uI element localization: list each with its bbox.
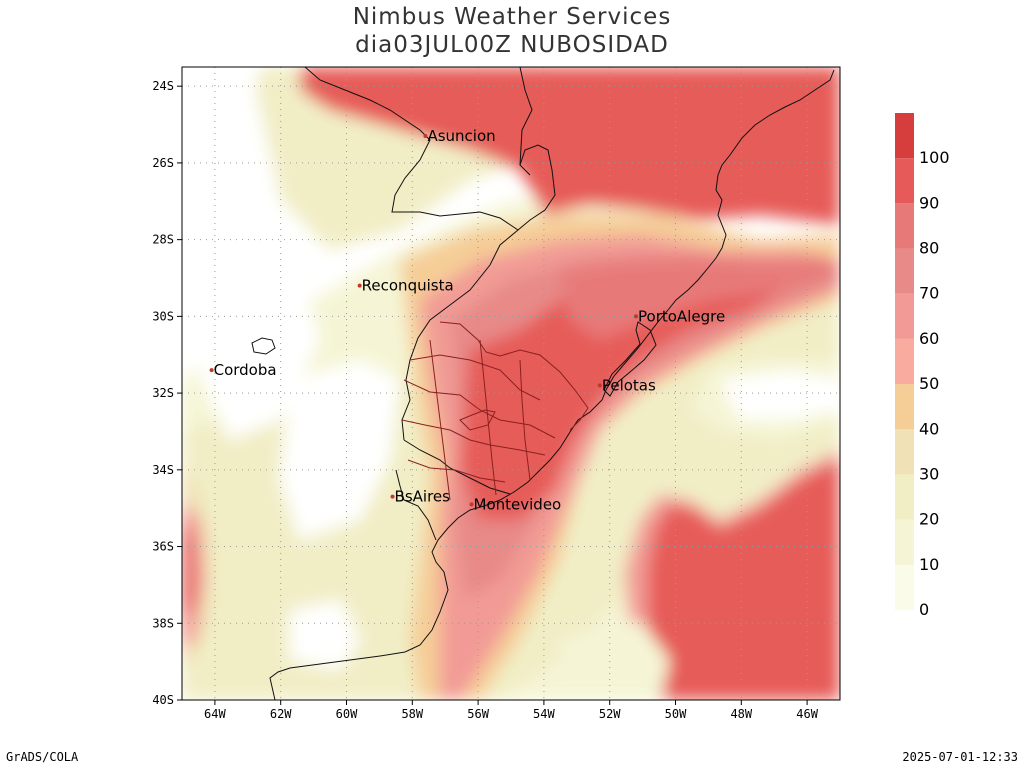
colorbar-swatch — [895, 248, 914, 294]
uruguay-border — [439, 321, 589, 431]
state-border-7 — [519, 359, 531, 481]
city-label: Pelotas — [602, 376, 656, 394]
colorbar-label: 100 — [919, 148, 950, 167]
y-tick-label: 28S — [152, 233, 174, 247]
x-tick-label: 46W — [796, 707, 818, 721]
city-markers: Asuncion Reconquista Cordoba PortoAlegre Pel… — [209, 127, 725, 513]
colorbar-swatch — [895, 338, 914, 385]
colorbar-label: 70 — [919, 284, 939, 303]
state-border-2 — [403, 379, 556, 439]
colorbar-label: 20 — [919, 510, 939, 529]
colorbar-label: 0 — [919, 600, 929, 619]
x-tick-label: 60W — [336, 707, 358, 721]
city-dot — [597, 383, 602, 388]
colorbar-swatch — [895, 474, 914, 520]
rio-de-la-plata-south — [395, 469, 437, 541]
colorbar-swatch — [895, 113, 914, 159]
colorbar-label: 90 — [919, 193, 939, 212]
y-tick-label: 34S — [152, 463, 174, 477]
cloud-cover-field — [182, 67, 840, 700]
plot-frame — [181, 66, 841, 701]
colorbar-swatch — [895, 519, 914, 565]
city-dot — [634, 314, 639, 319]
state-border-6 — [479, 339, 497, 496]
x-tick-label: 52W — [599, 707, 621, 721]
y-tick-label: 40S — [152, 693, 174, 707]
internal-borders — [401, 321, 589, 501]
city-dot — [357, 283, 362, 288]
y-tick-label: 24S — [152, 79, 174, 93]
x-tick-label: 48W — [730, 707, 752, 721]
x-tick-label: 54W — [533, 707, 555, 721]
coastlines-and-borders — [251, 67, 835, 700]
colorbar-label: 80 — [919, 239, 939, 258]
colorbar-swatch — [895, 384, 914, 430]
city-label: Montevideo — [474, 495, 562, 513]
colorbar-swatch — [895, 429, 914, 475]
state-border-3 — [401, 419, 546, 456]
colorbar-swatch — [895, 203, 914, 249]
y-tick-label: 36S — [152, 540, 174, 554]
map-title-line1: Nimbus Weather Services — [352, 4, 672, 30]
x-tick-label: 58W — [401, 707, 423, 721]
city-label: BsAires — [395, 488, 451, 506]
argentina-brazil-border — [401, 229, 519, 441]
city-label: PortoAlegre — [638, 307, 725, 325]
y-tick-label: 38S — [152, 616, 174, 630]
city-label: Asuncion — [427, 127, 495, 145]
state-border-1 — [409, 354, 541, 401]
map-title-line2: dia03JUL00Z NUBOSIDAD — [355, 32, 669, 58]
paraguay-north-border — [519, 67, 533, 166]
x-tick-label: 56W — [467, 707, 489, 721]
y-tick-label: 30S — [152, 309, 174, 323]
atlantic-coastline — [269, 69, 835, 700]
city-dot — [469, 502, 474, 507]
state-border-4 — [407, 459, 506, 483]
city-dot — [209, 368, 214, 373]
y-tick-label: 26S — [152, 156, 174, 170]
colorbar-legend: 0 10 20 30 40 50 60 70 80 90 100 — [895, 113, 950, 619]
city-label: Reconquista — [362, 277, 454, 295]
city-dot — [423, 134, 428, 139]
lagoa-dos-patos — [603, 321, 657, 397]
colorbar-swatch — [895, 293, 914, 339]
colorbar-label: 40 — [919, 419, 939, 438]
x-tick-label: 64W — [204, 707, 226, 721]
y-tick-label: 32S — [152, 386, 174, 400]
software-credit: GrADS/COLA — [6, 750, 79, 764]
state-border-5 — [429, 339, 451, 501]
city-dot — [390, 494, 395, 499]
colorbar-label: 10 — [919, 555, 939, 574]
colorbar-label: 60 — [919, 329, 939, 348]
colorbar-label: 50 — [919, 374, 939, 393]
paraguay-border — [304, 67, 556, 231]
city-label: Cordoba — [214, 361, 277, 379]
colorbar-swatch — [895, 564, 914, 610]
map-axes: 64W 62W 60W 58W 56W 54W 52W 50W 48W 46W 24S 26S 28S 3… — [152, 79, 818, 721]
x-tick-label: 62W — [270, 707, 292, 721]
state-border-8 — [459, 409, 496, 431]
timestamp: 2025-07-01-12:33 — [902, 750, 1018, 764]
rio-de-la-plata-north — [403, 439, 511, 495]
colorbar-label: 30 — [919, 464, 939, 483]
colorbar-swatch — [895, 158, 914, 204]
mar-chiquita-lake — [251, 337, 276, 355]
x-tick-label: 50W — [665, 707, 687, 721]
